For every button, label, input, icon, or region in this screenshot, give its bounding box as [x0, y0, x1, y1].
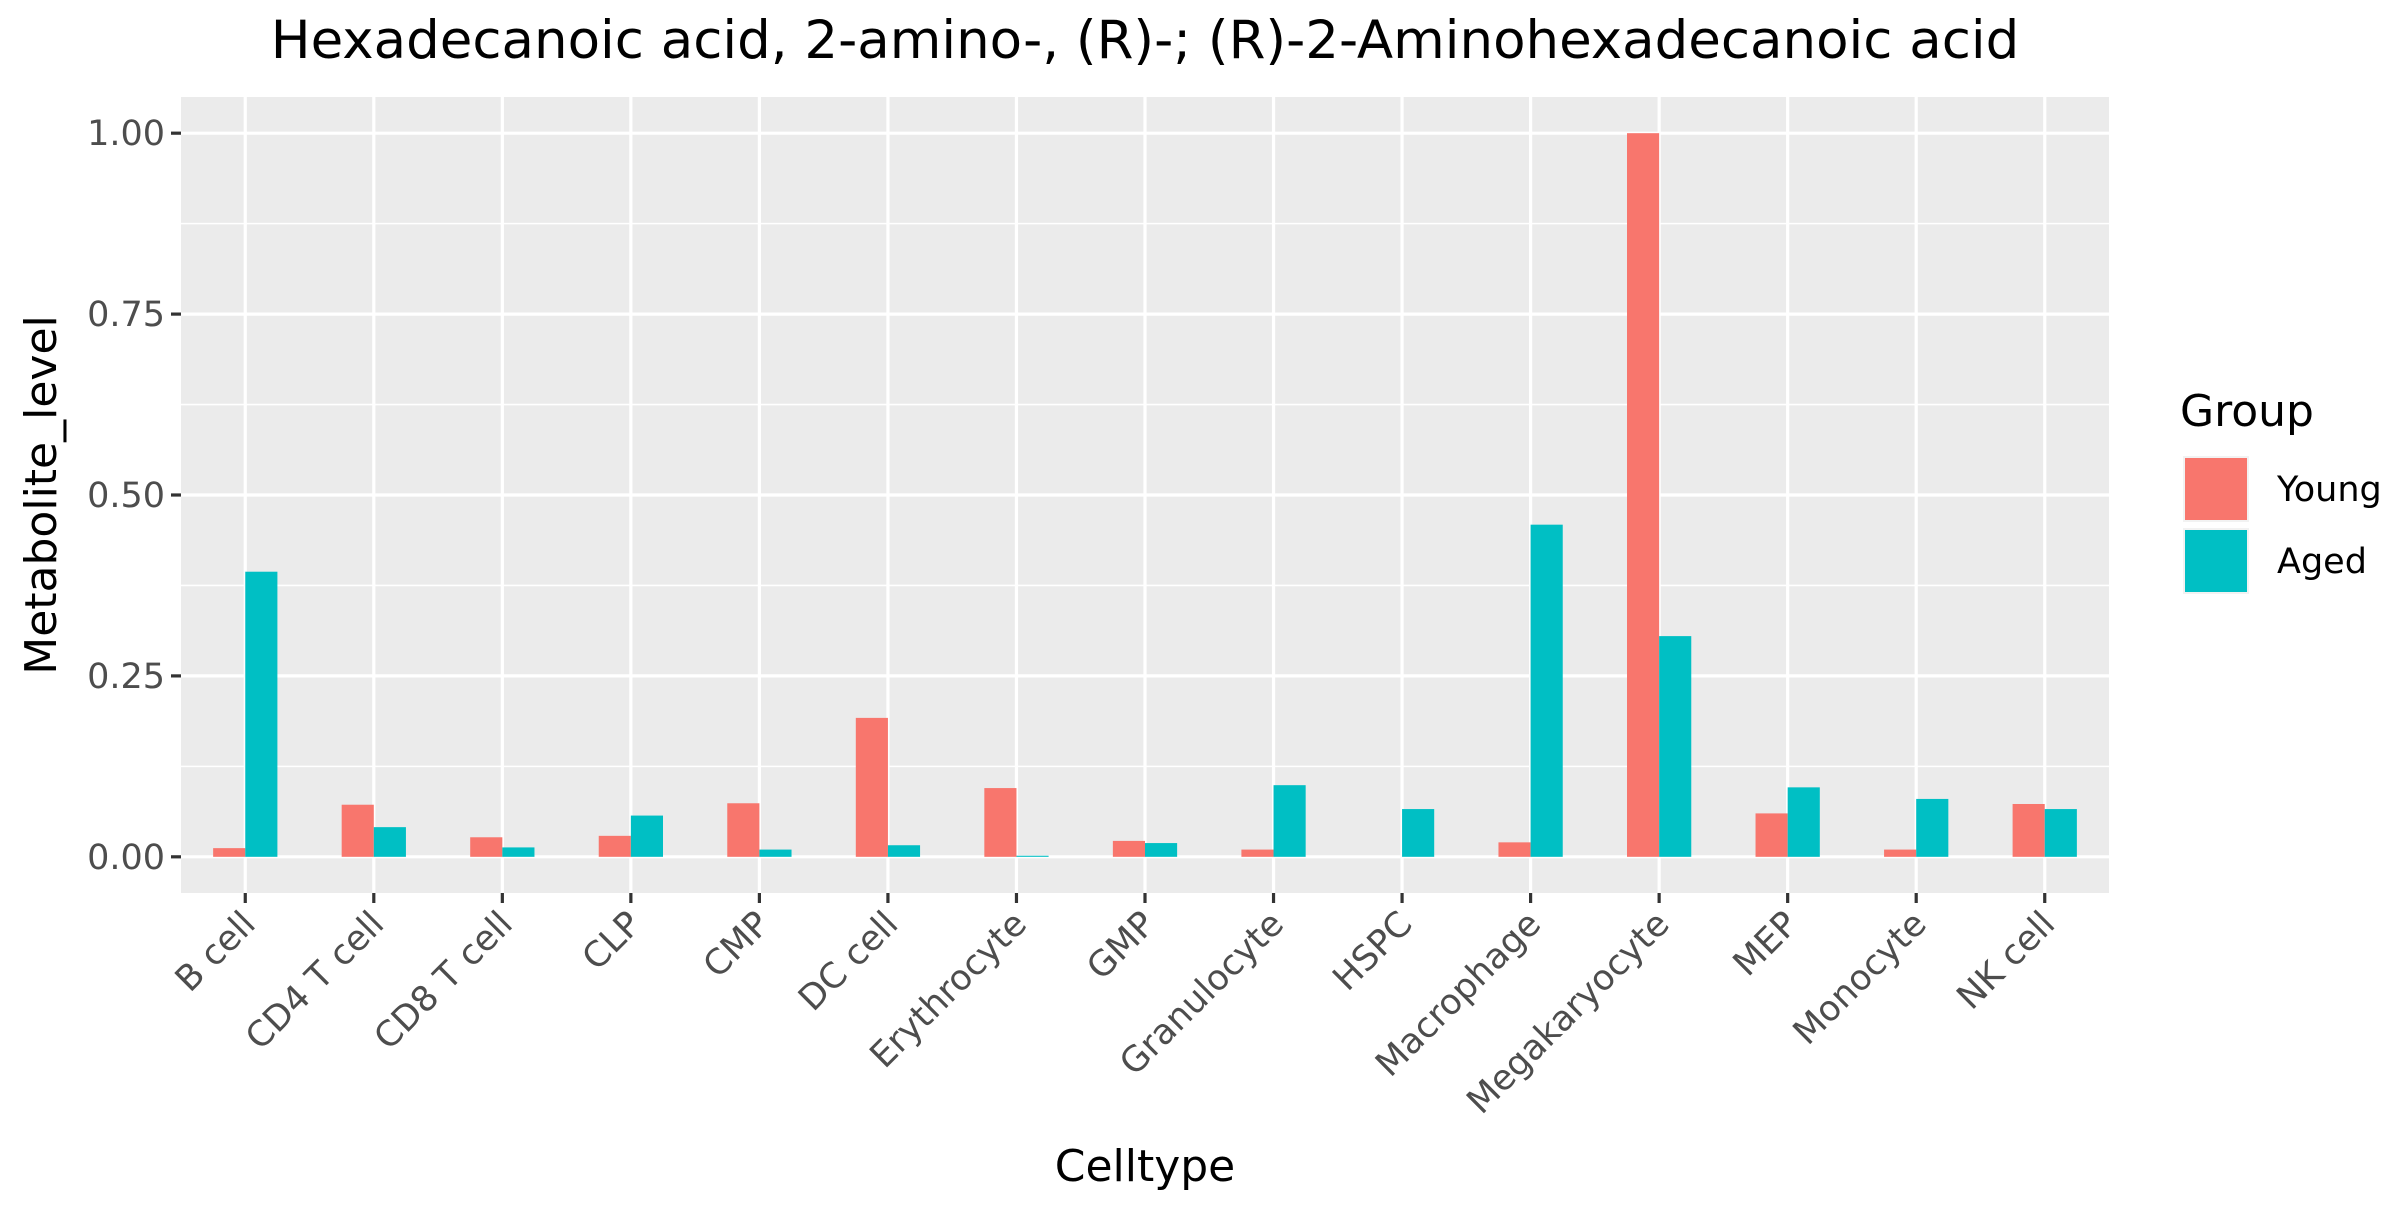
bar-aged — [1016, 855, 1049, 857]
bars — [213, 133, 2077, 857]
bar-aged — [1916, 798, 1949, 857]
y-tick-label: 0.50 — [87, 476, 165, 516]
bar-aged — [887, 845, 921, 857]
legend-key-young — [2185, 458, 2247, 520]
y-tick-label: 0.00 — [87, 838, 165, 878]
bar-aged — [373, 827, 406, 857]
x-tick-label: HSPC — [1326, 904, 1421, 999]
y-axis: 0.00 0.25 0.50 0.75 1.00 — [87, 114, 181, 878]
bar-young — [855, 717, 888, 857]
x-tick-label: CMP — [696, 904, 778, 986]
legend-title: Group — [2180, 386, 2314, 437]
bar-aged — [1145, 843, 1178, 857]
x-tick-label: MEP — [1726, 904, 1806, 984]
bar-young — [341, 804, 374, 857]
bar-aged — [1787, 787, 1820, 857]
y-tick-label: 1.00 — [87, 114, 165, 154]
x-tick-label: GMP — [1080, 904, 1164, 988]
bar-young — [1755, 813, 1788, 857]
bar-aged — [630, 815, 663, 857]
y-axis-title: Metabolite_level — [16, 315, 67, 675]
legend-label-young: Young — [2276, 470, 2382, 510]
bar-young — [470, 837, 503, 857]
legend: Group Young Aged — [2180, 386, 2382, 594]
x-tick-label: B cell — [168, 904, 264, 1000]
chart-title: Hexadecanoic acid, 2-amino-, (R)-; (R)-2… — [271, 10, 2019, 71]
bar-aged — [502, 847, 535, 857]
legend-label-aged: Aged — [2277, 542, 2367, 582]
y-tick-label: 0.25 — [87, 657, 165, 697]
bar-young — [1241, 849, 1274, 857]
x-tick-label: DC cell — [791, 904, 906, 1019]
bar-aged — [1273, 785, 1306, 857]
bar-young — [2012, 803, 2045, 857]
bar-young — [727, 803, 760, 857]
bar-young — [213, 848, 246, 857]
bar-aged — [759, 849, 792, 857]
x-tick-label: Monocyte — [1786, 904, 1935, 1053]
bar-young — [1884, 849, 1917, 857]
bar-aged — [1402, 809, 1435, 857]
x-tick-label: CLP — [575, 904, 649, 978]
x-tick-label: NK cell — [1950, 904, 2063, 1017]
legend-key-aged — [2185, 530, 2247, 592]
bar-young — [984, 788, 1017, 857]
x-axis-title: Celltype — [1055, 1141, 1236, 1192]
bar-young — [1627, 133, 1660, 857]
bar-young — [1112, 840, 1145, 857]
bar-aged — [245, 571, 278, 857]
bar-aged — [1659, 636, 1692, 857]
y-tick-label: 0.75 — [87, 295, 165, 335]
bar-aged — [1530, 524, 1563, 857]
x-tick-label: CD8 T cell — [367, 904, 521, 1058]
bar-aged — [2044, 809, 2077, 857]
x-tick-label: CD4 T cell — [238, 904, 392, 1058]
bar-young — [598, 835, 631, 857]
bar-young — [1498, 842, 1531, 857]
